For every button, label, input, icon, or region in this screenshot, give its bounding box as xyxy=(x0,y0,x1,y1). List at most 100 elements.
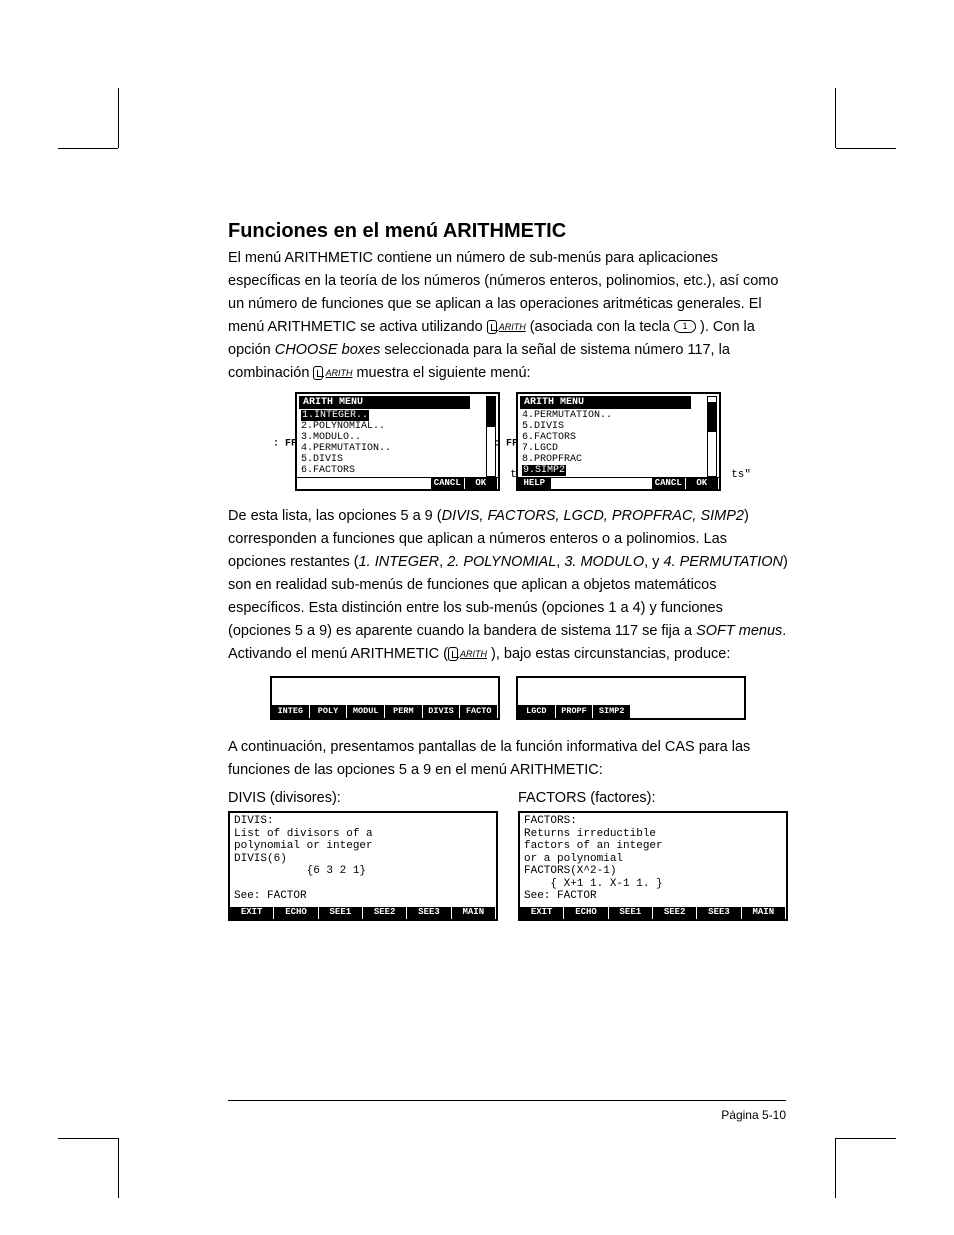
help-factors: FACTORS (factores): FACTORS: Returns irr… xyxy=(518,788,788,921)
menu-item: 8.PROPFRAC xyxy=(522,454,715,465)
softkey: MODUL xyxy=(347,705,385,718)
footer-rule xyxy=(228,1100,786,1101)
softkey: PROPF xyxy=(556,705,594,718)
menu-item-selected: 1.INTEGER.. xyxy=(301,410,369,421)
side-right: ts" xyxy=(731,469,751,481)
menu-item-selected: 9.SIMP2 xyxy=(522,465,566,476)
softkey: SEE3 xyxy=(697,907,741,919)
help-screen: FACTORS: Returns irreductible factors of… xyxy=(518,811,788,921)
left-shift-key-icon xyxy=(313,366,323,380)
menu-screenshots: : FF ts" ARITH MENU 1.INTEGER.. 2.POLYNO… xyxy=(228,392,788,491)
text-italic: 1. INTEGER xyxy=(359,554,440,570)
softkey-blank xyxy=(552,478,586,489)
softkey: LGCD xyxy=(518,705,556,718)
calc-menu-1: : FF ts" ARITH MENU 1.INTEGER.. 2.POLYNO… xyxy=(295,392,500,491)
text-italic: DIVIS, FACTORS, LGCD, PROPFRAC, SIMP2 xyxy=(442,508,744,524)
softkey-cancl: CANCL xyxy=(652,478,686,489)
text: ), bajo estas circunstancias, produce: xyxy=(487,646,730,662)
help-screens: DIVIS (divisores): DIVIS: List of diviso… xyxy=(228,788,788,921)
softkey: SIMP2 xyxy=(593,705,631,718)
scrollbar-icon xyxy=(707,396,717,477)
softkey-blank xyxy=(585,478,619,489)
menu-item: 3.MODULO.. xyxy=(301,432,494,443)
menu-item: 5.DIVIS xyxy=(301,454,494,465)
softkey: INTEG xyxy=(272,705,310,718)
one-key-icon: 1 xyxy=(674,320,696,333)
softkey: MAIN xyxy=(452,907,496,919)
content-area: Funciones en el menú ARITHMETIC El menú … xyxy=(228,220,788,921)
softkey: EXIT xyxy=(230,907,274,919)
crop-mark xyxy=(836,1138,896,1139)
arith-key-label: ARITH xyxy=(460,649,487,659)
menu-list: 1.INTEGER.. 2.POLYNOMIAL.. 3.MODULO.. 4.… xyxy=(297,409,498,477)
menu-list: 4.PERMUTATION.. 5.DIVIS 6.FACTORS 7.LGCD… xyxy=(518,409,719,477)
softkey: POLY xyxy=(310,705,348,718)
crop-mark xyxy=(58,148,118,149)
softkey: DIVIS xyxy=(423,705,461,718)
crop-mark xyxy=(58,1138,118,1139)
softkey: SEE1 xyxy=(319,907,363,919)
text: muestra el siguiente menú: xyxy=(356,365,530,381)
softkey-blank xyxy=(669,705,707,718)
softkey: SEE1 xyxy=(609,907,653,919)
text-italic: 2. POLYNOMIAL xyxy=(447,554,556,570)
softkey-ok: OK xyxy=(465,478,499,489)
softmenu-bar-2: LGCD PROPF SIMP2 xyxy=(516,676,746,720)
crop-mark xyxy=(835,88,836,148)
text: (asociada con la tecla xyxy=(530,319,674,335)
menu-item: 6.FACTORS xyxy=(522,432,715,443)
side-label: : FF xyxy=(494,439,518,450)
paragraph-3: A continuación, presentamos pantallas de… xyxy=(228,736,788,782)
help-softrow: EXIT ECHO SEE1 SEE2 SEE3 MAIN xyxy=(230,907,496,919)
text-italic: 4. PERMUTATION xyxy=(663,554,783,570)
help-caption: FACTORS (factores): xyxy=(518,788,788,810)
crop-mark xyxy=(836,148,896,149)
help-body: DIVIS: List of divisors of a polynomial … xyxy=(230,813,496,907)
help-softrow: EXIT ECHO SEE1 SEE2 SEE3 MAIN xyxy=(520,907,786,919)
calc-menu-2: : FF ts" ARITH MENU 4.PERMUTATION.. 5.DI… xyxy=(516,392,721,491)
side-label: : FF xyxy=(273,439,297,450)
softkey-row: HELP CANCL OK xyxy=(518,477,719,489)
softkey: PERM xyxy=(385,705,423,718)
softkey-ok: OK xyxy=(686,478,720,489)
crop-mark xyxy=(118,1138,119,1198)
text: , y xyxy=(644,554,663,570)
left-shift-key-icon xyxy=(448,647,458,661)
softkey-blank xyxy=(364,478,398,489)
text-italic: CHOOSE boxes xyxy=(275,342,381,358)
softkey-blank xyxy=(297,478,331,489)
help-divis: DIVIS (divisores): DIVIS: List of diviso… xyxy=(228,788,498,921)
softkey: SEE2 xyxy=(653,907,697,919)
softkey: SEE2 xyxy=(363,907,407,919)
page-title: Funciones en el menú ARITHMETIC xyxy=(228,220,788,243)
softkey-blank xyxy=(398,478,432,489)
intro-paragraph: El menú ARITHMETIC contiene un número de… xyxy=(228,247,788,384)
menu-item: 7.LGCD xyxy=(522,443,715,454)
menu-item: 5.DIVIS xyxy=(522,421,715,432)
help-body: FACTORS: Returns irreductible factors of… xyxy=(520,813,786,907)
softkey: SEE3 xyxy=(407,907,451,919)
help-caption: DIVIS (divisores): xyxy=(228,788,498,810)
softkey-blank xyxy=(331,478,365,489)
scrollbar-icon xyxy=(486,396,496,477)
softkey: ECHO xyxy=(564,907,608,919)
menu-title: ARITH MENU xyxy=(299,396,470,409)
text: De esta lista, las opciones 5 a 9 ( xyxy=(228,508,442,524)
softmenu-bars: INTEG POLY MODUL PERM DIVIS FACTO LGCD P… xyxy=(228,676,788,720)
text: , xyxy=(439,554,447,570)
arith-key-label: ARITH xyxy=(499,322,526,332)
crop-mark xyxy=(835,1138,836,1198)
menu-item: 2.POLYNOMIAL.. xyxy=(301,421,494,432)
menu-title: ARITH MENU xyxy=(520,396,691,409)
paragraph-2: De esta lista, las opciones 5 a 9 (DIVIS… xyxy=(228,505,788,665)
softkey-row: CANCL OK xyxy=(297,477,498,489)
text-italic: 3. MODULO xyxy=(564,554,644,570)
page-number: Página 5-10 xyxy=(721,1108,786,1122)
softkey: EXIT xyxy=(520,907,564,919)
crop-mark xyxy=(118,88,119,148)
softkey-cancl: CANCL xyxy=(431,478,465,489)
softkey: FACTO xyxy=(460,705,498,718)
softkey-help: HELP xyxy=(518,478,552,489)
menu-item: 6.FACTORS xyxy=(301,465,494,476)
softkey-blank xyxy=(619,478,653,489)
